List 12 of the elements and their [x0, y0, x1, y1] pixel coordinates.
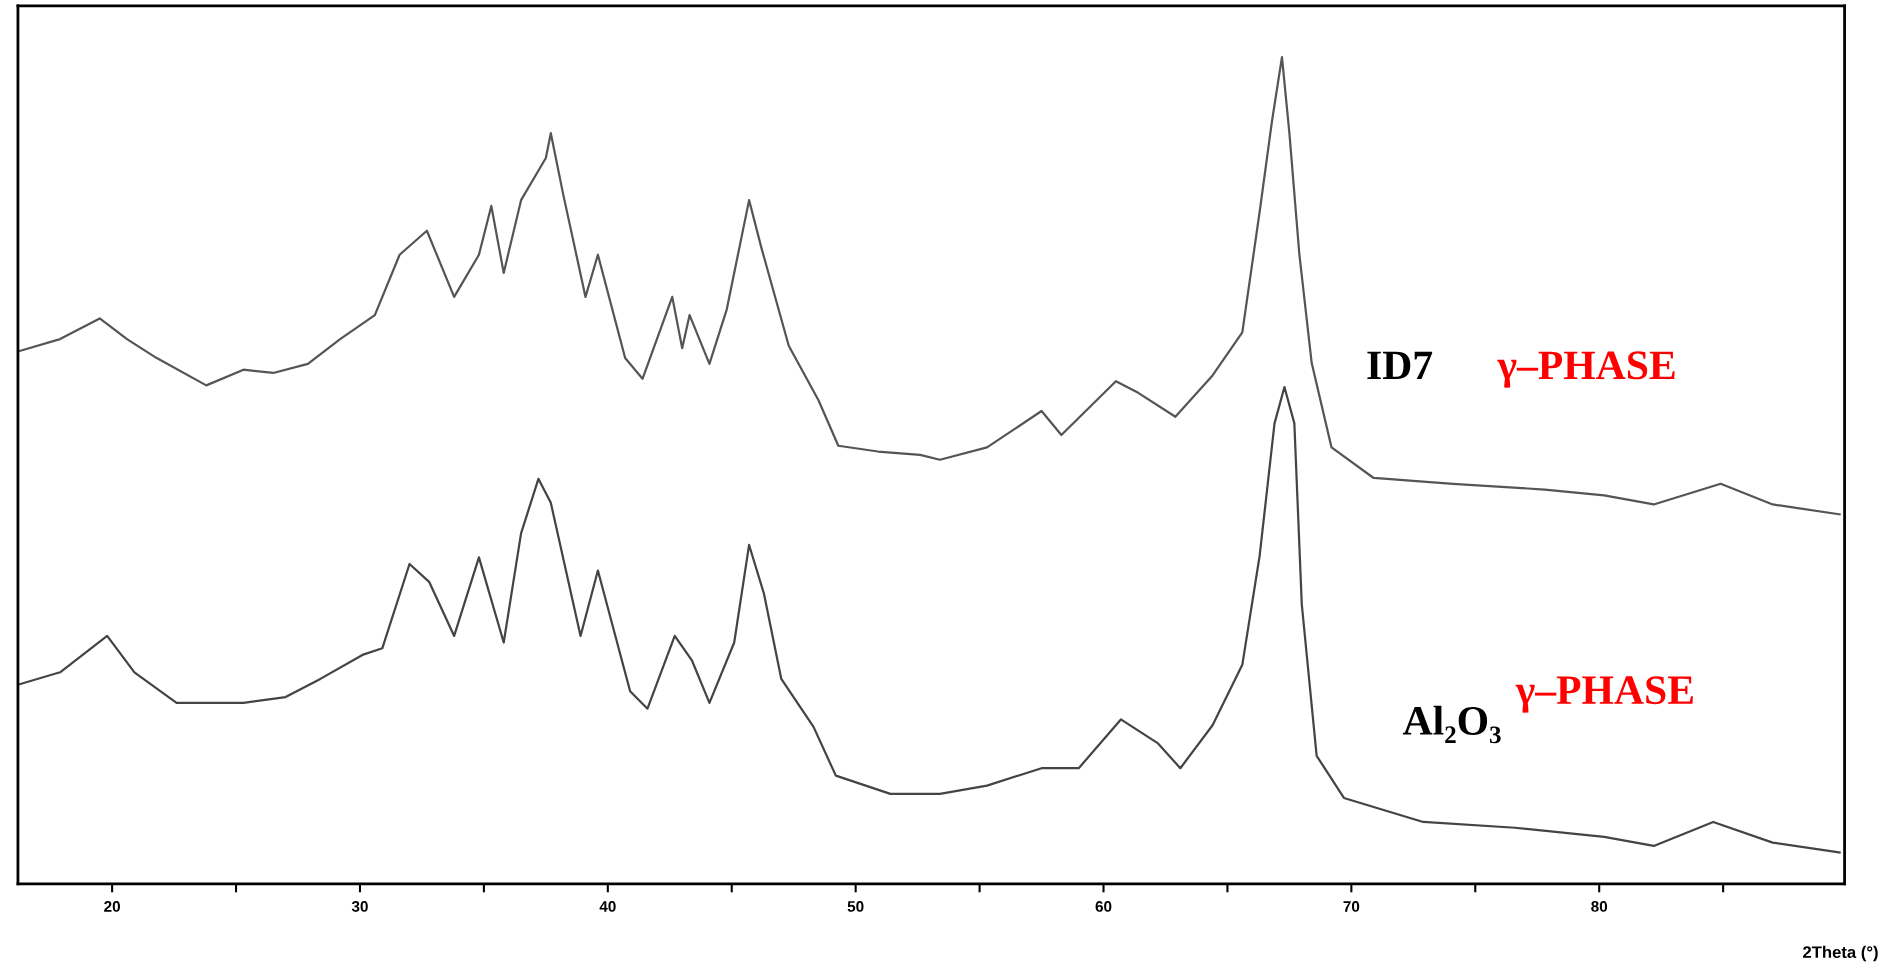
x-axis-title: 2Theta (°) [1803, 945, 1878, 962]
x-tick-label: 20 [104, 901, 120, 912]
x-tick-label: 70 [1343, 901, 1360, 912]
annotation: γ–PHASE [1497, 351, 1675, 388]
x-tick-label: 40 [599, 901, 616, 912]
series-label: ID7 [1367, 351, 1433, 380]
annotation: γ–PHASE [1515, 676, 1693, 713]
x-tick-label: 30 [351, 901, 368, 912]
x-tick-label: 60 [1095, 901, 1112, 912]
x-tick-label: 50 [847, 901, 864, 912]
series-label: Al₂O₃ [1402, 705, 1501, 744]
x-tick-label: 80 [1591, 901, 1608, 912]
